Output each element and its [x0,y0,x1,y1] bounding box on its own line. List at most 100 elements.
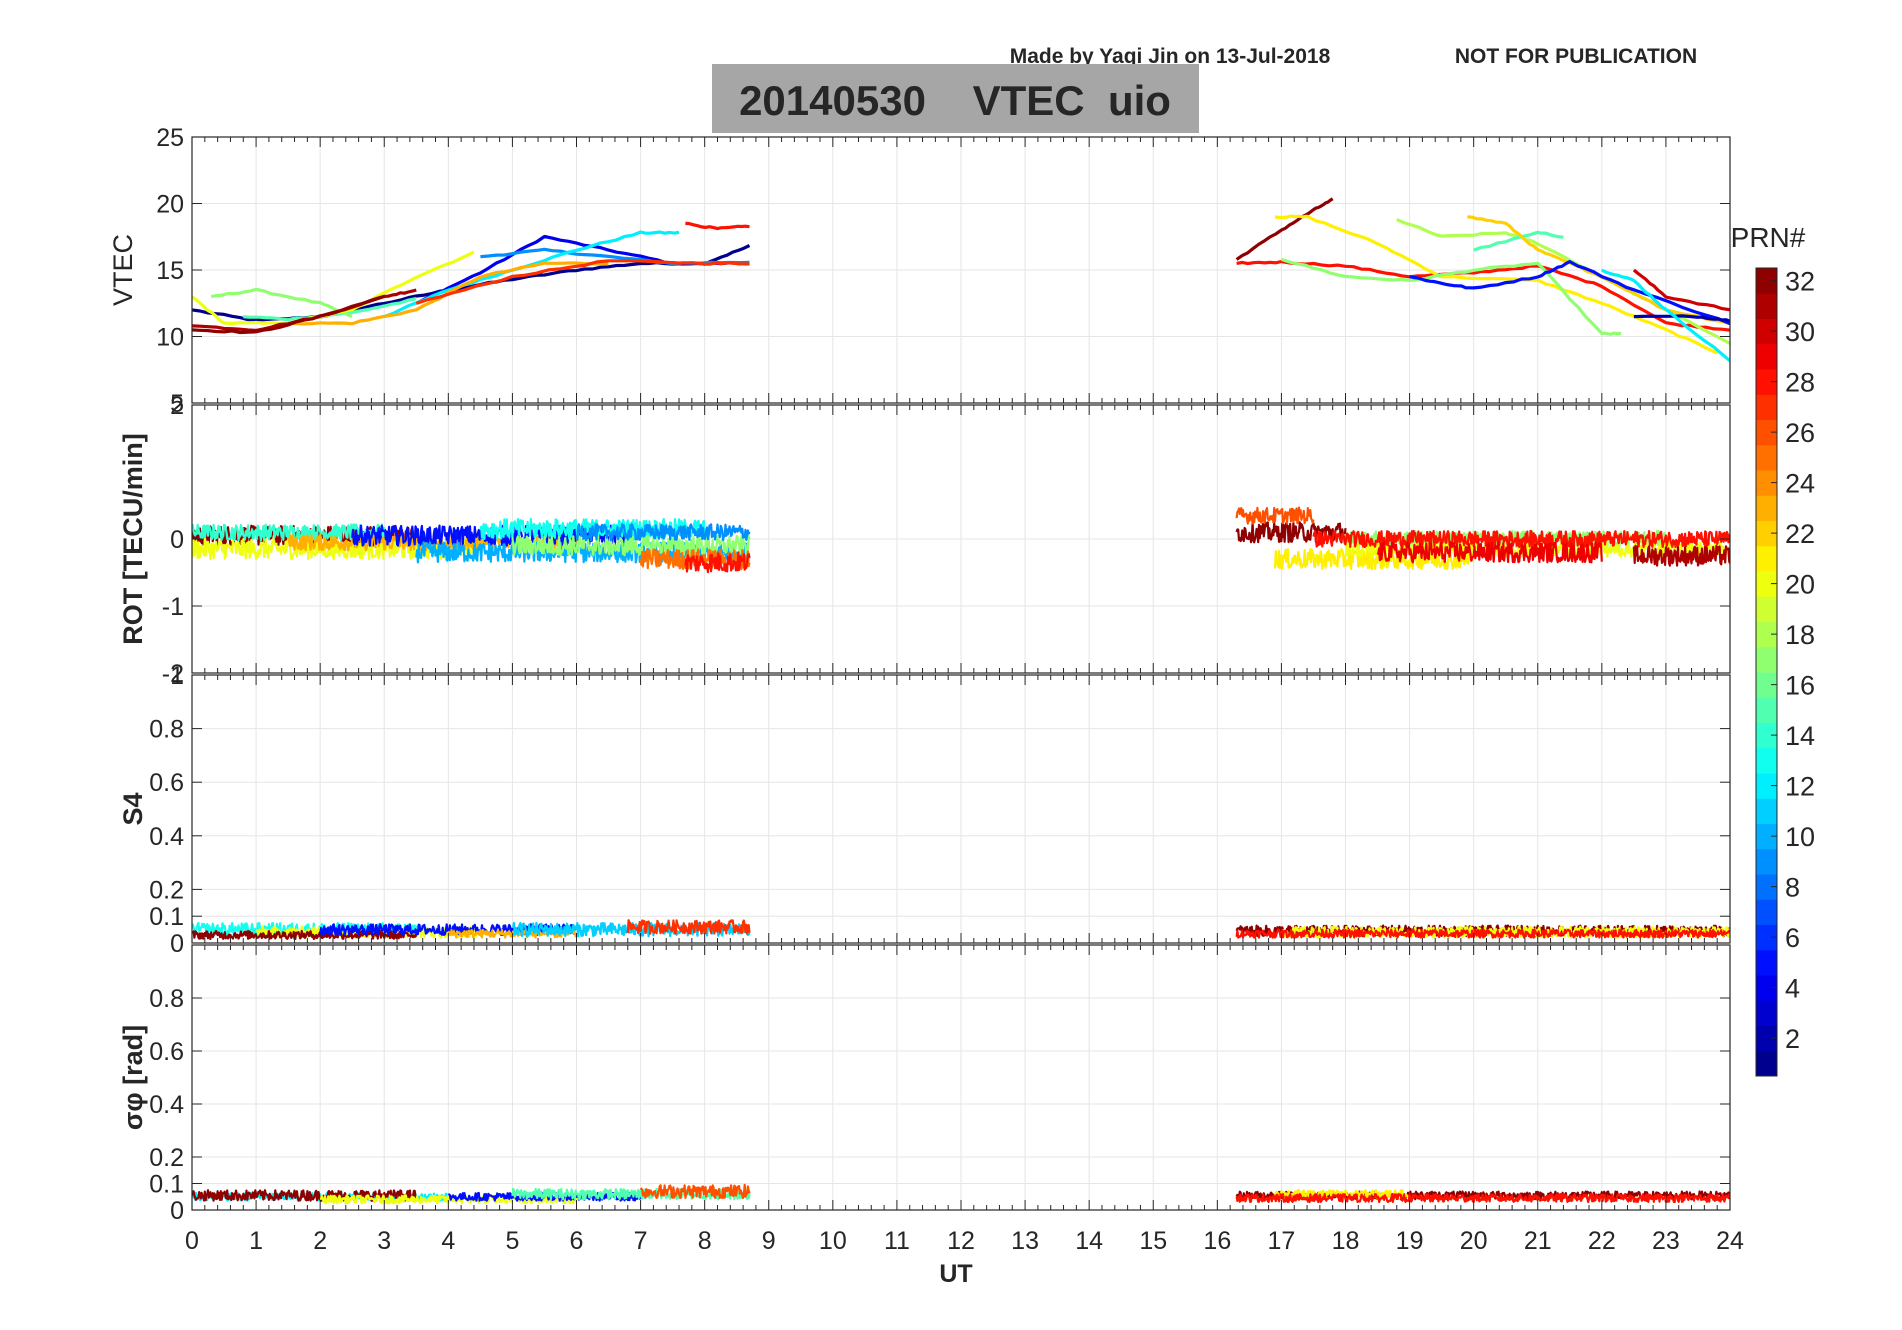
x-tick-label: 5 [505,1227,519,1255]
series-prn-28 [685,221,750,231]
y-tick-label: 0.8 [149,985,184,1013]
x-tick-label: 17 [1268,1227,1296,1255]
colorbar-segment [1756,621,1777,648]
colorbar-tick-label: 32 [1785,267,1815,297]
x-tick-label: 10 [819,1227,847,1255]
x-tick-label: 23 [1652,1227,1680,1255]
series-prn-29 [1376,541,1603,564]
colorbar-tick-label: 10 [1785,822,1815,852]
colorbar-tick-label: 18 [1785,620,1815,650]
credit-text: Made by Yaqi Jin on 13-Jul-2018 [1010,45,1331,68]
colorbar-tick-label: 4 [1785,974,1800,1004]
series-prn-31 [1632,544,1730,567]
colorbar-tick-label: 28 [1785,368,1815,398]
colorbar-segment [1756,520,1777,547]
x-tick-label: 15 [1139,1227,1167,1255]
colorbar-tick-label: 6 [1785,923,1800,953]
y-tick-label: 0.6 [149,769,184,797]
series-prn-17 [1280,257,1622,336]
colorbar-segment [1756,697,1777,723]
series-prn-9 [575,523,751,542]
x-tick-label: 12 [947,1227,975,1255]
colorbar-segment [1756,1050,1777,1077]
panel-rot: -2 -1 0 2 ROT [TECU/min] [118,392,1731,688]
y-tick-label: 5 [170,390,184,418]
colorbar-segment [1756,394,1777,420]
series-group [192,919,1730,941]
y-tick-label: -2 [162,660,184,688]
colorbar-segment [1756,495,1777,521]
series-prn-12 [383,230,680,319]
series-prn-30 [1632,268,1730,312]
chart-title: 20140530 VTEC uio [739,77,1171,124]
series-group [192,506,1730,574]
colorbar-tick-label: 16 [1785,671,1815,701]
colorbar-tick-label: 24 [1785,469,1815,499]
series-prn-32 [192,1189,418,1202]
y-axis-label: σφ [rad] [118,1025,148,1130]
colorbar-segment [1756,596,1777,622]
colorbar-segment [1756,470,1777,496]
series-group [192,1183,1730,1205]
colorbar-segment [1756,369,1777,395]
x-axis-label: UT [939,1260,972,1288]
y-tick-label: 0.2 [149,876,184,904]
x-tick-label: 11 [884,1227,910,1255]
colorbar-segment [1756,343,1777,370]
y-axis-label: S4 [118,792,148,825]
notice-text: NOT FOR PUBLICATION [1455,45,1697,68]
series-prn-21 [1273,548,1475,571]
x-tick-label: 3 [377,1227,391,1255]
y-tick-label: 0.6 [149,1038,184,1066]
x-tick-label: 7 [634,1227,648,1255]
colorbar-tick-label: 22 [1785,519,1815,549]
series-prn-26 [1235,506,1315,525]
series-prn-17 [210,287,353,318]
y-tick-label: -1 [162,593,184,621]
series-group [192,197,1730,363]
series-prn-26 [639,1183,751,1199]
y-axis-label: VTEC [108,234,138,306]
y-tick-label: 0.1 [149,903,184,931]
x-tick-label: 19 [1396,1227,1424,1255]
colorbar-segment [1756,823,1777,850]
series-prn-32 [1235,197,1334,261]
colorbar-label: PRN# [1731,222,1806,253]
x-tick-label: 16 [1203,1227,1231,1255]
y-tick-label: 0 [170,526,184,554]
y-tick-label: 0.2 [149,1144,184,1172]
colorbar-segment [1756,318,1777,345]
series-prn-28 [1235,928,1730,939]
y-tick-label: 20 [156,191,184,219]
series-prn-32 [192,294,385,335]
x-tick-label: 8 [698,1227,712,1255]
series-prn-32 [1235,521,1347,544]
x-tick-label: 4 [441,1227,455,1255]
series-prn-21 [1274,214,1718,355]
colorbar-segment [1756,672,1777,698]
series-prn-27 [415,259,750,305]
colorbar-segment [1756,798,1777,824]
x-tick-label: 24 [1716,1227,1744,1255]
x-tick-label: 14 [1075,1227,1103,1255]
x-tick-label: 20 [1460,1227,1488,1255]
y-tick-label: 25 [156,124,184,152]
x-tick-label: 0 [185,1227,199,1255]
colorbar-segment [1756,722,1777,749]
x-tick-label: 6 [570,1227,584,1255]
colorbar-tick-label: 26 [1785,418,1815,448]
colorbar-segment [1756,646,1777,673]
x-tick-label: 2 [313,1227,327,1255]
colorbar-segment [1756,419,1777,446]
x-tick-label: 1 [249,1227,263,1255]
y-tick-label: 0.4 [149,1091,184,1119]
colorbar-segment [1756,747,1777,774]
colorbar-segment [1756,1025,1777,1052]
colorbar-segment [1756,848,1777,875]
y-tick-label: 0.1 [149,1171,184,1199]
colorbar-segment [1756,545,1777,572]
series-prn-23 [288,261,609,326]
y-tick-label: 0.4 [149,823,184,851]
